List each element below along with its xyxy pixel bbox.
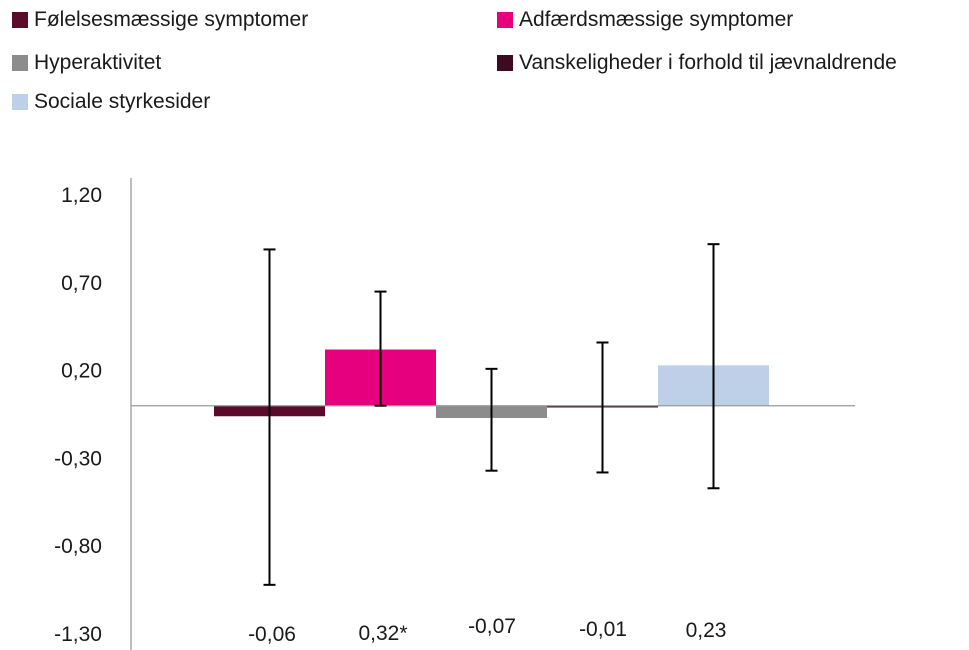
data-label: -0,07 xyxy=(468,615,516,638)
legend-swatch xyxy=(497,12,513,28)
legend-label: Hyperaktivitet xyxy=(34,51,162,74)
legend-swatch xyxy=(12,55,28,71)
legend-swatch xyxy=(12,94,28,110)
legend-item-hyperaktivitet: Hyperaktivitet xyxy=(12,51,161,75)
y-tick-label: -0,80 xyxy=(54,535,102,558)
y-tick-label: 0,20 xyxy=(61,360,102,383)
data-label: -0,06 xyxy=(248,623,296,646)
legend-item-vanskeligheder: Vanskeligheder i forhold til jævnaldrend… xyxy=(497,51,897,75)
y-tick-label: 0,70 xyxy=(61,272,102,295)
legend-label: Følelsesmæssige symptomer xyxy=(34,8,309,31)
legend-label: Adfærdsmæssige symptomer xyxy=(519,8,794,31)
data-label: 0,32* xyxy=(358,622,407,645)
data-label: -0,01 xyxy=(579,618,627,641)
y-tick-label: -1,30 xyxy=(54,623,102,646)
legend-item-sociale-styrkesider: Sociale styrkesider xyxy=(12,90,210,114)
legend-swatch xyxy=(497,55,513,71)
data-label: 0,23 xyxy=(686,619,727,642)
legend-item-folelsesmaessige: Følelsesmæssige symptomer xyxy=(12,8,308,32)
chart-legend: Følelsesmæssige symptomer Adfærdsmæssige… xyxy=(0,0,969,130)
legend-label: Sociale styrkesider xyxy=(34,90,211,113)
legend-item-adfaerdsmaessige: Adfærdsmæssige symptomer xyxy=(497,8,793,32)
legend-label: Vanskeligheder i forhold til jævnaldrend… xyxy=(519,51,897,74)
legend-swatch xyxy=(12,12,28,28)
y-tick-label: 1,20 xyxy=(61,184,102,207)
y-tick-label: -0,30 xyxy=(54,447,102,470)
